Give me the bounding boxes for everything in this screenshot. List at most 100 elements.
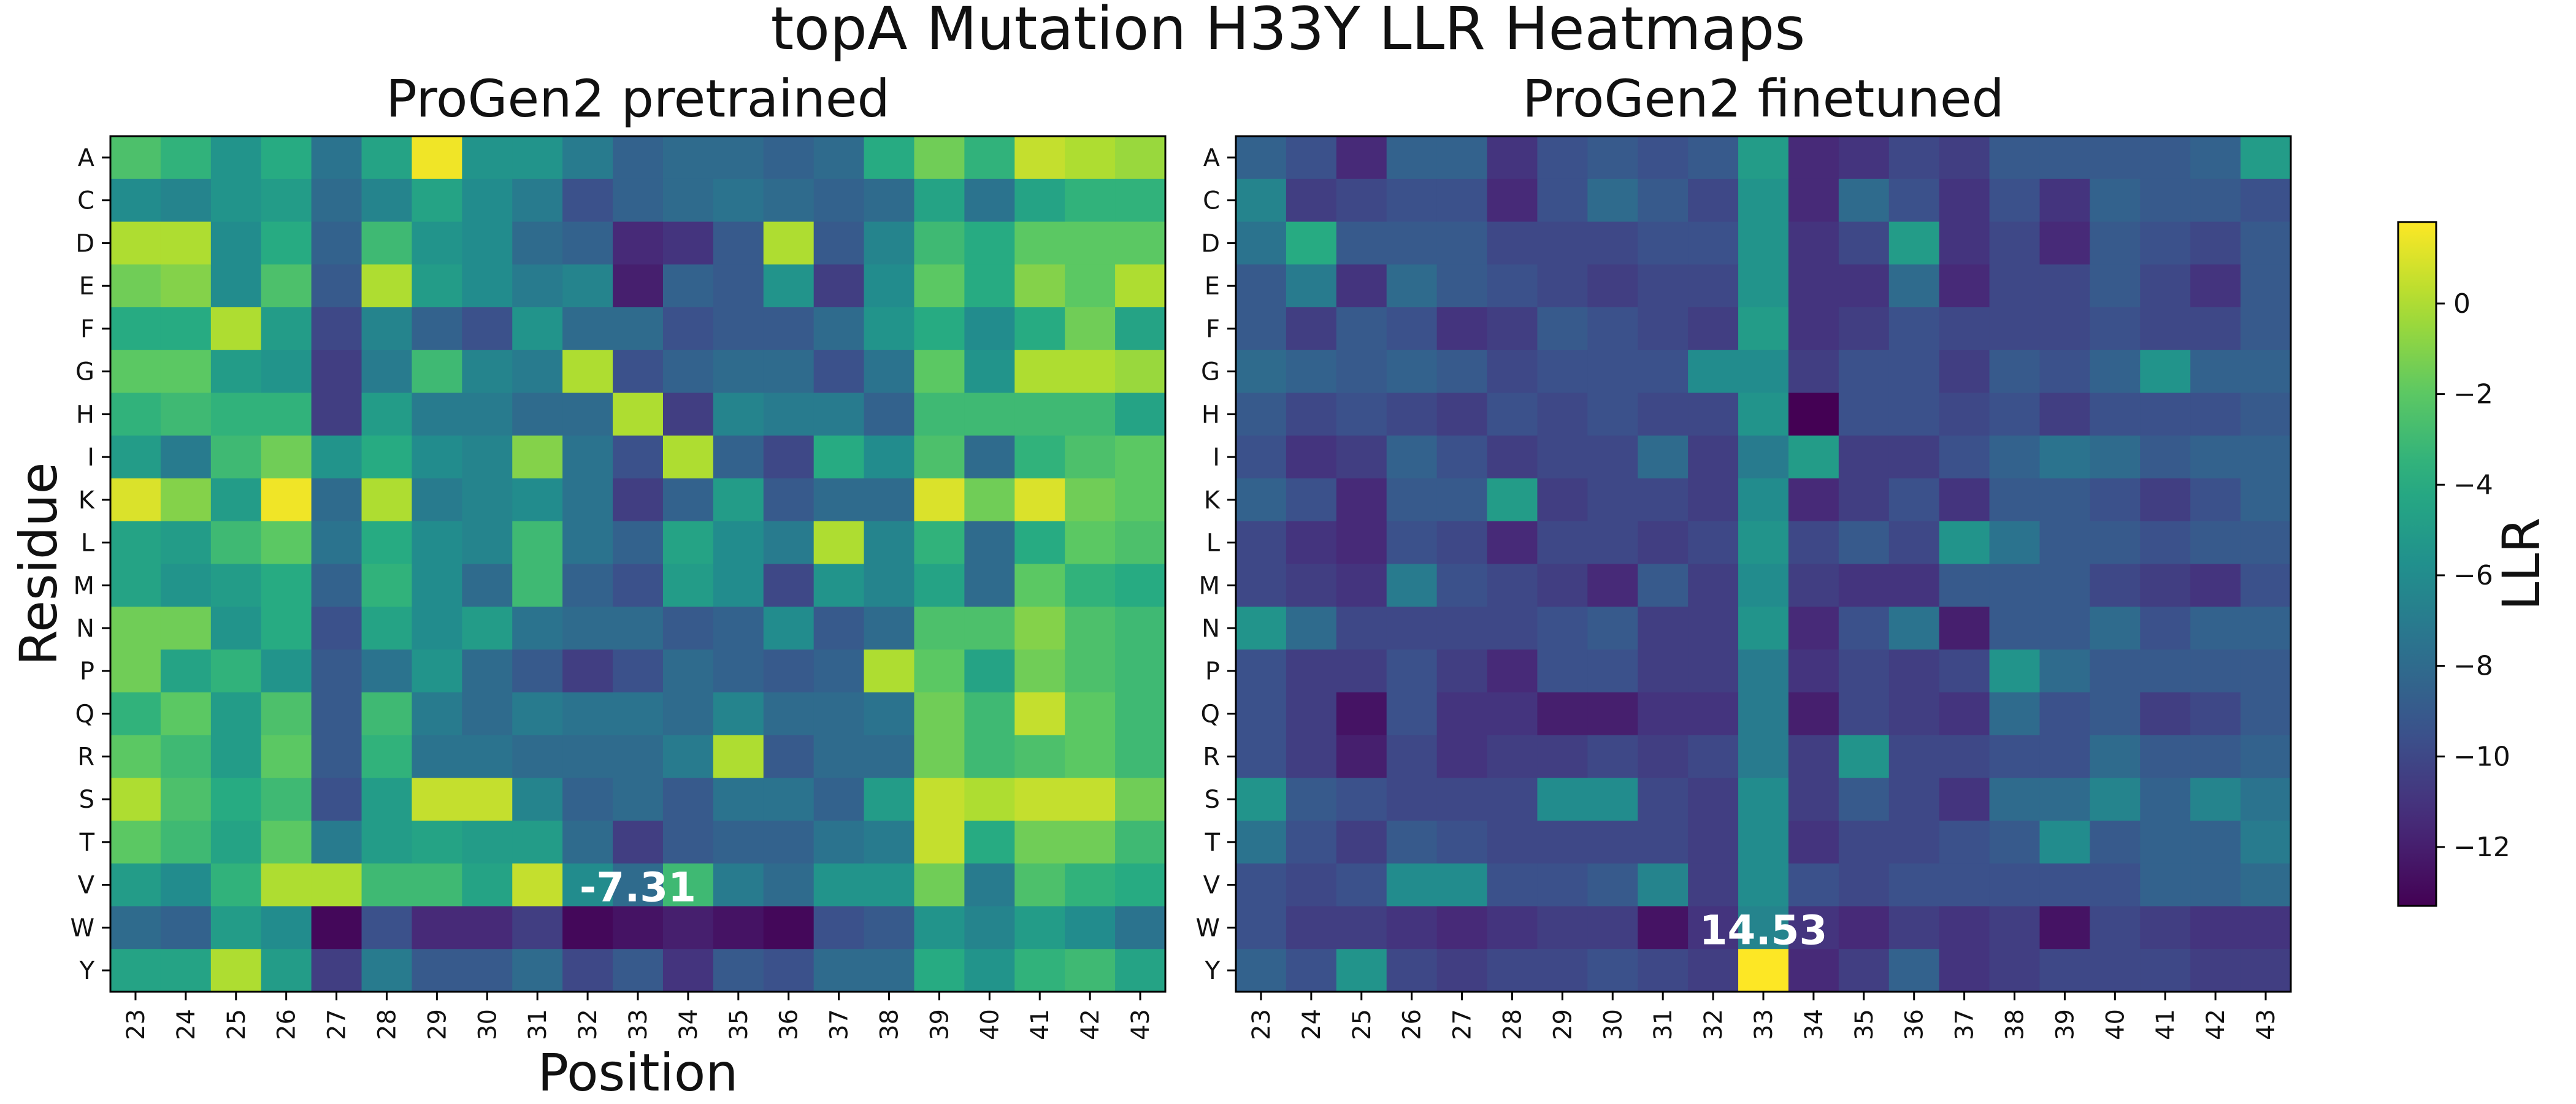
x-tick-label: 23: [122, 1009, 150, 1040]
heatmap-cell: [2140, 650, 2191, 693]
heatmap-cell: [813, 949, 865, 992]
heatmap-cell: [1788, 564, 1839, 607]
heatmap-cell: [210, 863, 262, 907]
heatmap-cell: [1888, 821, 1940, 864]
heatmap-cell: [1688, 778, 1739, 821]
heatmap-cell: [562, 949, 613, 992]
colorbar-gradient: [2397, 221, 2437, 907]
heatmap-cell: [1688, 650, 1739, 693]
heatmap-cell: [1115, 949, 1166, 992]
heatmap-cell: [2140, 735, 2191, 778]
heatmap-cell: [1638, 221, 1689, 265]
heatmap-cell: [1587, 607, 1638, 650]
heatmap-cell: [1688, 735, 1739, 778]
heatmap-cell: [1888, 906, 1940, 949]
heatmap-cell: [1236, 863, 1287, 907]
heatmap-cell: [1115, 821, 1166, 864]
heatmap-cell: [1236, 136, 1287, 180]
heatmap-cell: [964, 607, 1015, 650]
heatmap-cell: [512, 906, 563, 949]
heatmap-cell: [1838, 478, 1890, 522]
heatmap-cell: [1888, 650, 1940, 693]
heatmap-cell: [864, 564, 915, 607]
panel-title: ProGen2 finetuned: [1522, 69, 2004, 129]
heatmap-cell: [2039, 735, 2090, 778]
heatmap-cell: [2190, 863, 2241, 907]
heatmap-cell: [2241, 564, 2291, 607]
heatmap-cell: [160, 735, 212, 778]
heatmap-cell: [1236, 478, 1287, 522]
y-tick-label: R: [1203, 743, 1220, 771]
heatmap-cell: [1537, 521, 1588, 565]
heatmap-cell: [311, 178, 362, 223]
heatmap-cell: [1939, 778, 1990, 821]
heatmap-cell: [1286, 521, 1337, 565]
heatmap-cell: [2039, 564, 2090, 607]
heatmap-cell: [1788, 863, 1839, 907]
heatmap-cell: [110, 863, 161, 907]
heatmap-cell: [1537, 435, 1588, 479]
heatmap-cell: [160, 136, 212, 180]
heatmap-cell: [1487, 778, 1538, 821]
heatmap-cell: [1939, 949, 1990, 992]
y-tick-label: P: [1205, 657, 1220, 686]
heatmap-cell: [462, 906, 513, 949]
heatmap-cell: [713, 863, 764, 907]
heatmap-cell: [2190, 350, 2241, 394]
heatmap-cell: [210, 307, 262, 351]
heatmap-cell: [1738, 692, 1789, 736]
heatmap-cell: [1236, 393, 1287, 436]
heatmap-cell: [662, 393, 714, 436]
colorbar-tick-label: −6: [2453, 560, 2493, 591]
heatmap-cell: [1537, 778, 1588, 821]
heatmap-cell: [1788, 521, 1839, 565]
heatmap-cell: [2039, 264, 2090, 308]
heatmap-cell: [361, 607, 413, 650]
heatmap-cell: [1436, 778, 1488, 821]
heatmap-cell: [763, 692, 815, 736]
heatmap-cell: [1838, 735, 1890, 778]
heatmap-cell: [160, 607, 212, 650]
heatmap-cell: [1065, 393, 1116, 436]
heatmap-cell: [1537, 949, 1588, 992]
heatmap-cell: [2090, 863, 2141, 907]
heatmap-cell: [1688, 521, 1739, 565]
heatmap-cell: [2241, 821, 2291, 864]
heatmap-cell: [462, 136, 513, 180]
heatmap-cell: [1386, 863, 1438, 907]
heatmap-cell: [512, 949, 563, 992]
heatmap-cell: [2039, 435, 2090, 479]
x-tick-label: 40: [976, 1009, 1004, 1040]
heatmap-cell: [2241, 393, 2291, 436]
heatmap-cell: [613, 350, 664, 394]
x-axis-label: Position: [537, 1043, 738, 1103]
x-tick-label: 40: [2101, 1009, 2129, 1040]
heatmap-cell: [1587, 521, 1638, 565]
heatmap-cell: [1065, 435, 1116, 479]
heatmap-cell: [813, 221, 865, 265]
heatmap-cell: [2039, 821, 2090, 864]
heatmap-cell: [160, 949, 212, 992]
heatmap-cell: [1236, 350, 1287, 394]
heatmap-cell: [261, 949, 312, 992]
heatmap-cell: [2241, 307, 2291, 351]
heatmap-cell: [2039, 906, 2090, 949]
heatmap-cell: [813, 607, 865, 650]
heatmap-cell: [462, 692, 513, 736]
heatmap-cell: [2090, 221, 2141, 265]
heatmap-cell: [1537, 692, 1588, 736]
heatmap-cell: [813, 478, 865, 522]
heatmap-cell: [1989, 221, 2041, 265]
heatmap-cell: [1436, 821, 1488, 864]
heatmap-cell: [1587, 307, 1638, 351]
heatmap-cell: [1587, 778, 1638, 821]
heatmap-cell: [1638, 949, 1689, 992]
heatmap-cell: [2190, 136, 2241, 180]
heatmap-cell: [864, 906, 915, 949]
y-tick-label: D: [75, 229, 94, 258]
heatmap-cell: [613, 264, 664, 308]
heatmap-cell: [1989, 863, 2041, 907]
heatmap-cell: [1838, 778, 1890, 821]
heatmap-cell: [1286, 264, 1337, 308]
heatmap-cell: [261, 521, 312, 565]
